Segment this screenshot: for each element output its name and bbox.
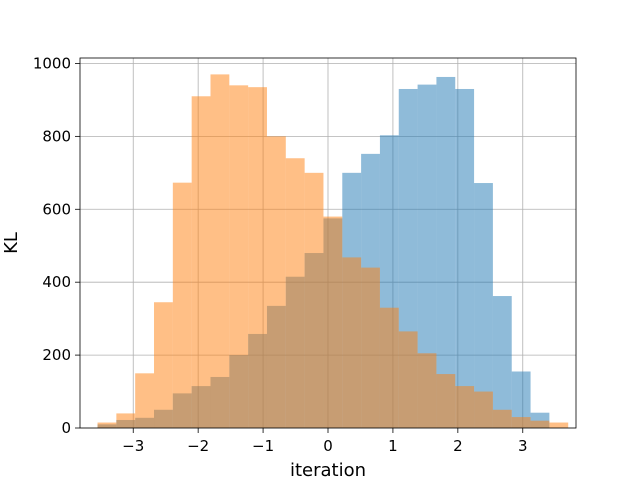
y-tick-label: 800 — [42, 127, 71, 145]
histogram-bar — [492, 409, 512, 428]
histogram-bar — [304, 172, 324, 428]
x-tick-label: −1 — [252, 437, 274, 455]
histogram-bars — [97, 74, 569, 429]
histogram-bar — [474, 183, 493, 428]
histogram-bar — [361, 267, 380, 428]
y-tick-label: 0 — [61, 419, 71, 437]
histogram-bar — [511, 371, 531, 428]
y-tick-label: 1000 — [33, 54, 71, 72]
y-tick-label: 600 — [42, 200, 71, 218]
histogram-series — [97, 74, 569, 429]
histogram-bar — [455, 386, 475, 428]
histogram-bar — [398, 331, 418, 428]
histogram-bar — [97, 422, 117, 428]
x-axis-ticks: −3 −2 −1 0 1 2 3 — [122, 428, 528, 455]
histogram-bar — [323, 216, 343, 428]
y-tick-label: 200 — [42, 346, 71, 364]
x-tick-label: 2 — [453, 437, 463, 455]
histogram-bar — [455, 88, 475, 428]
histogram-bar — [342, 257, 362, 428]
histogram-bar — [549, 422, 569, 428]
histogram-bar — [417, 84, 437, 428]
histogram-bar — [511, 417, 531, 428]
x-tick-label: 3 — [518, 437, 528, 455]
y-tick-label: 400 — [42, 273, 71, 291]
x-tick-label: −3 — [122, 437, 144, 455]
histogram-bar — [285, 158, 305, 428]
histogram-bar — [266, 136, 286, 428]
x-tick-label: −2 — [187, 437, 209, 455]
histogram-bar — [210, 74, 230, 429]
histogram-bar — [492, 296, 512, 428]
histogram-bar — [116, 413, 136, 428]
y-axis-label: KL — [1, 232, 22, 254]
histogram-bar — [191, 96, 211, 428]
histogram-bar — [436, 76, 456, 429]
histogram-bar — [248, 87, 267, 428]
histogram-bar — [154, 302, 173, 428]
y-axis-ticks: 0 200 400 600 800 1000 — [33, 54, 80, 437]
histogram-bar — [229, 85, 249, 428]
x-tick-label: 1 — [388, 437, 398, 455]
histogram-bar — [530, 420, 550, 428]
histogram-bar — [417, 353, 437, 428]
histogram-bar — [172, 182, 192, 428]
histogram-bar — [436, 374, 456, 428]
x-axis-label: iteration — [290, 460, 366, 480]
histogram-bar — [379, 307, 399, 428]
histogram-bar — [474, 391, 493, 428]
histogram-bar — [135, 373, 155, 428]
x-tick-label: 0 — [323, 437, 333, 455]
